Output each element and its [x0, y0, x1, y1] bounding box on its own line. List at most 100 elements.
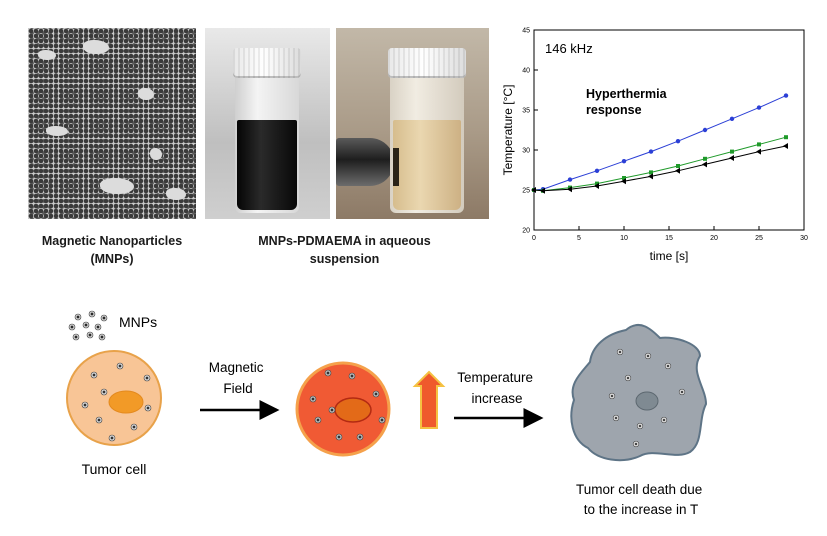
x-tick-label: 0 [532, 235, 536, 242]
x-tick-label: 20 [710, 235, 718, 242]
data-point [730, 149, 734, 154]
data-point [756, 105, 762, 110]
x-tick-label: 5 [577, 235, 581, 242]
nanoparticle [144, 404, 152, 412]
nanoparticle [100, 314, 108, 322]
magnetic-field-label: Magnetic Field [209, 360, 268, 396]
data-point [756, 148, 761, 155]
nanoparticle [88, 310, 96, 318]
nanoparticle [95, 416, 103, 424]
nanoparticle [90, 371, 98, 379]
mnps-label: MNPs [119, 314, 157, 330]
nanoparticle [335, 433, 343, 441]
nanoparticle [108, 434, 116, 442]
nanoparticle [309, 395, 317, 403]
y-tick-label: 30 [522, 148, 530, 155]
x-tick-label: 15 [665, 235, 673, 242]
data-point [648, 149, 654, 154]
cell-nanoparticles [309, 369, 386, 441]
data-point [531, 187, 536, 193]
nanoparticle [328, 406, 336, 414]
data-point [702, 127, 708, 133]
nanoparticle [624, 374, 632, 382]
nanoparticle [130, 423, 138, 431]
data-point [567, 177, 573, 182]
data-point [729, 155, 734, 161]
plot-frame [533, 29, 805, 231]
heated-nucleus [334, 397, 372, 423]
nanoparticle [356, 433, 364, 441]
nanoparticle [94, 323, 102, 331]
dead-cell-nucleus [635, 391, 659, 411]
nanoparticle [644, 352, 652, 360]
magnet [336, 138, 394, 186]
data-point [729, 116, 735, 122]
nanoparticle [68, 323, 76, 331]
data-point [675, 167, 680, 174]
temperature-increase-label: Temperature increase [457, 370, 537, 406]
data-point [783, 93, 789, 98]
y-tick-label: 25 [522, 188, 530, 195]
tem-micrograph [28, 28, 196, 219]
cell-nanoparticles [81, 362, 152, 442]
vial-photo-dark [205, 28, 330, 219]
nanoparticle [636, 422, 644, 430]
nanoparticle [664, 362, 672, 370]
data-point [594, 183, 599, 189]
data-point [757, 142, 761, 147]
y-tick-label: 40 [522, 68, 530, 75]
nanoparticle [82, 321, 90, 329]
x-tick-label: 10 [620, 235, 628, 242]
nanoparticle [98, 333, 106, 341]
y-tick-label: 20 [522, 228, 530, 235]
data-point [594, 168, 600, 173]
data-point [540, 187, 545, 194]
nanoparticle [372, 390, 380, 398]
nanoparticle [348, 372, 356, 380]
data-point [648, 173, 653, 180]
nanoparticle [678, 388, 686, 396]
data-point [702, 161, 707, 168]
dead-tumor-cell [570, 324, 708, 462]
data-point [621, 159, 627, 164]
x-tick-label: 30 [800, 235, 808, 242]
nanoparticle [660, 416, 668, 424]
cell-death-label: Tumor cell death due to the increase in … [576, 482, 706, 517]
chart-title: 146 kHz [545, 41, 593, 56]
nanoparticle [81, 401, 89, 409]
y-tick-label: 45 [522, 28, 530, 35]
temperature-chart: 0 5 10 15 20 25 30 20 25 30 35 40 45 146 kHz Hyperth… [501, 28, 808, 264]
cell-nucleus [108, 390, 144, 414]
vial-photo-magnet [336, 28, 489, 219]
nanoparticle [74, 313, 82, 321]
nanoparticle [143, 374, 151, 382]
nanoparticle [86, 331, 94, 339]
data-point [783, 143, 788, 149]
data-point [676, 164, 680, 168]
nanoparticle [612, 414, 620, 422]
data-point [567, 186, 572, 193]
vial-cap [388, 48, 466, 78]
cell-nanoparticles [608, 348, 686, 448]
x-tick-label: 25 [755, 235, 763, 242]
hyperthermia-diagram: MNPs Tumor cell Magnetic Field Temperatu… [66, 310, 708, 517]
y-tick-label: 35 [522, 108, 530, 115]
data-point [622, 176, 626, 180]
nanoparticle [324, 369, 332, 377]
nanoparticle [632, 440, 640, 448]
chart-annotation: Hyperthermia response [586, 87, 670, 117]
y-axis-label: Temperature [°C] [501, 85, 515, 176]
nanoparticle [378, 416, 386, 424]
tem-caption: Magnetic Nanoparticles (MNPs) [41, 234, 183, 266]
data-point [595, 181, 599, 186]
vial-cap [233, 48, 301, 78]
nanoparticle [314, 416, 322, 424]
data-point [784, 135, 788, 140]
data-point [649, 170, 653, 175]
data-point [675, 139, 681, 144]
nanoparticle [608, 392, 616, 400]
nanoparticle [100, 388, 108, 396]
temperature-up-arrow [412, 370, 446, 429]
tumor-cell-label: Tumor cell [82, 461, 147, 477]
vials-caption: MNPs-PDMAEMA in aqueous suspension [258, 234, 431, 266]
